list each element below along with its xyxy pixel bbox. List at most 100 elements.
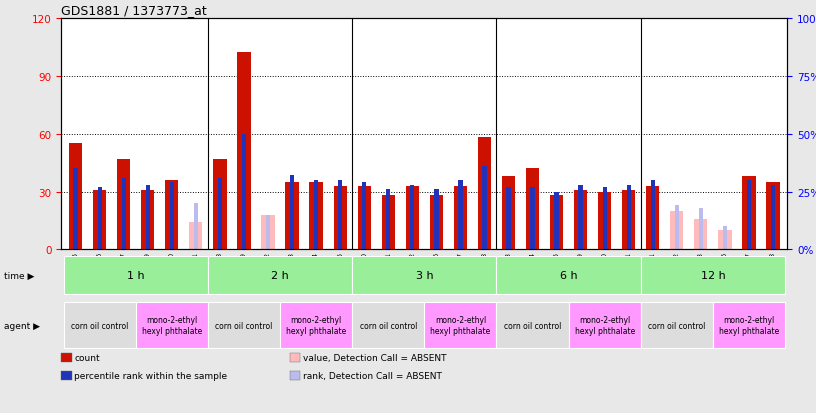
Text: mono-2-ethyl
hexyl phthalate: mono-2-ethyl hexyl phthalate xyxy=(286,316,346,335)
Bar xyxy=(526,169,539,250)
Text: GSM100959: GSM100959 xyxy=(241,252,247,292)
Bar xyxy=(771,185,775,250)
Bar xyxy=(64,257,208,294)
Bar xyxy=(434,190,438,250)
Text: GSM100963: GSM100963 xyxy=(505,252,512,292)
Bar xyxy=(386,190,390,250)
Text: GSM100972: GSM100972 xyxy=(265,252,271,292)
Bar xyxy=(496,302,569,348)
Bar xyxy=(170,183,174,250)
Bar xyxy=(506,188,511,250)
Bar xyxy=(208,302,280,348)
Text: GSM100980: GSM100980 xyxy=(601,252,608,292)
Bar xyxy=(650,180,655,250)
Text: corn oil control: corn oil control xyxy=(503,321,561,330)
Bar xyxy=(641,257,785,294)
Bar xyxy=(135,302,208,348)
Bar xyxy=(118,159,131,250)
Bar xyxy=(554,192,559,250)
Text: agent ▶: agent ▶ xyxy=(4,321,40,330)
Bar xyxy=(141,190,154,250)
Bar xyxy=(747,180,751,250)
Bar xyxy=(242,134,246,250)
Bar xyxy=(569,302,641,348)
Bar xyxy=(723,227,727,250)
Bar xyxy=(502,177,515,250)
Bar xyxy=(454,186,467,250)
Text: GSM100952: GSM100952 xyxy=(674,252,680,292)
Bar xyxy=(189,223,202,250)
Text: GSM100977: GSM100977 xyxy=(458,252,463,292)
Text: mono-2-ethyl
hexyl phthalate: mono-2-ethyl hexyl phthalate xyxy=(719,316,779,335)
Bar xyxy=(314,180,318,250)
Bar xyxy=(579,185,583,250)
Text: GSM100964: GSM100964 xyxy=(530,252,535,292)
Text: GSM100960: GSM100960 xyxy=(361,252,367,292)
Bar xyxy=(718,230,731,250)
Text: GSM100956: GSM100956 xyxy=(96,252,103,292)
Bar xyxy=(290,176,295,250)
Text: mono-2-ethyl
hexyl phthalate: mono-2-ethyl hexyl phthalate xyxy=(142,316,202,335)
Text: corn oil control: corn oil control xyxy=(71,321,128,330)
Bar xyxy=(309,183,322,250)
Bar xyxy=(713,302,785,348)
Text: GSM100968: GSM100968 xyxy=(770,252,776,292)
Bar xyxy=(334,186,347,250)
Text: GSM100973: GSM100973 xyxy=(289,252,295,292)
Bar xyxy=(550,196,563,250)
Bar xyxy=(64,302,135,348)
Bar xyxy=(122,178,126,250)
Bar xyxy=(69,144,82,250)
Text: value, Detection Call = ABSENT: value, Detection Call = ABSENT xyxy=(303,353,446,362)
Bar xyxy=(641,302,713,348)
Bar xyxy=(410,185,415,250)
Text: 6 h: 6 h xyxy=(560,271,578,281)
Bar xyxy=(598,192,611,250)
Bar xyxy=(213,159,227,250)
Text: GSM100967: GSM100967 xyxy=(746,252,752,292)
Text: GSM100962: GSM100962 xyxy=(410,252,415,292)
Text: mono-2-ethyl
hexyl phthalate: mono-2-ethyl hexyl phthalate xyxy=(574,316,635,335)
Text: 2 h: 2 h xyxy=(271,271,289,281)
Text: GSM100966: GSM100966 xyxy=(722,252,728,292)
Bar xyxy=(675,206,679,250)
Text: GSM100957: GSM100957 xyxy=(121,252,126,292)
Text: corn oil control: corn oil control xyxy=(648,321,706,330)
Bar xyxy=(766,183,779,250)
Text: GSM100953: GSM100953 xyxy=(698,252,704,292)
Bar xyxy=(496,257,641,294)
Text: mono-2-ethyl
hexyl phthalate: mono-2-ethyl hexyl phthalate xyxy=(430,316,490,335)
Bar xyxy=(459,180,463,250)
Bar xyxy=(261,215,275,250)
Bar xyxy=(382,223,395,250)
Bar xyxy=(266,215,270,250)
Text: count: count xyxy=(74,353,100,362)
Bar xyxy=(698,208,703,250)
Text: 1 h: 1 h xyxy=(127,271,144,281)
Text: GSM100958: GSM100958 xyxy=(217,252,223,292)
Bar xyxy=(482,166,486,250)
Bar xyxy=(280,302,353,348)
Text: GSM100969: GSM100969 xyxy=(144,252,151,292)
Bar xyxy=(622,190,636,250)
Bar xyxy=(362,183,366,250)
Text: GSM100971: GSM100971 xyxy=(193,252,199,292)
Bar xyxy=(145,185,150,250)
Bar xyxy=(193,204,198,250)
Bar xyxy=(218,178,222,250)
Text: GSM100961: GSM100961 xyxy=(385,252,391,292)
Bar xyxy=(286,183,299,250)
Bar xyxy=(430,196,443,250)
Bar xyxy=(602,188,607,250)
Text: GSM100965: GSM100965 xyxy=(553,252,560,292)
Text: GSM100978: GSM100978 xyxy=(481,252,487,292)
Bar xyxy=(357,186,370,250)
Text: GSM100970: GSM100970 xyxy=(169,252,175,292)
Text: 3 h: 3 h xyxy=(415,271,433,281)
Bar xyxy=(73,169,78,250)
Text: GSM100976: GSM100976 xyxy=(433,252,439,292)
Text: 12 h: 12 h xyxy=(700,271,725,281)
Bar xyxy=(97,188,102,250)
Bar xyxy=(574,190,588,250)
Text: GSM100975: GSM100975 xyxy=(337,252,344,292)
